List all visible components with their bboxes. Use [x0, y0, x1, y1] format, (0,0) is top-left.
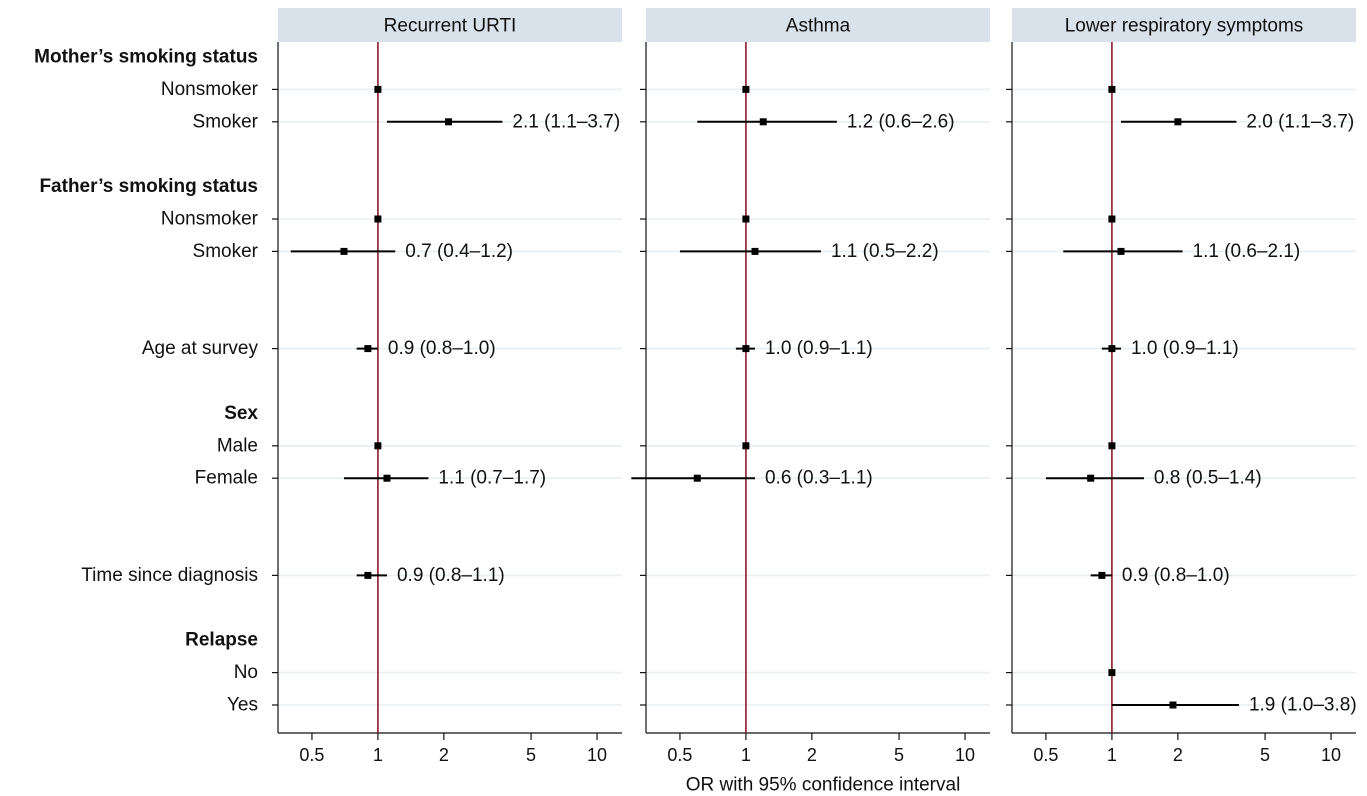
x-tick-label: 5	[894, 745, 904, 765]
x-tick-label: 0.5	[1033, 745, 1058, 765]
row-label: Yes	[227, 695, 258, 716]
point-estimate	[1108, 442, 1116, 450]
estimate-label: 1.1 (0.7–1.7)	[438, 468, 546, 489]
point-estimate	[383, 474, 391, 482]
x-tick-label: 1	[1107, 745, 1117, 765]
row-label: Father’s smoking status	[39, 176, 258, 197]
point-estimate	[374, 85, 382, 93]
row-label: Sex	[224, 403, 258, 424]
point-estimate	[1098, 571, 1106, 579]
panel-1: Recurrent URTI 0.5 1 2 5 10 2.1 (1.1–3.7) 0.7 (…	[272, 8, 622, 765]
point-estimate	[742, 442, 750, 450]
point-estimate	[1169, 701, 1177, 709]
row-label: Relapse	[185, 630, 258, 651]
point-estimate	[374, 442, 382, 450]
estimate-label: 1.0 (0.9–1.1)	[765, 338, 873, 359]
x-tick-label: 2	[439, 745, 449, 765]
point-estimate	[364, 345, 372, 353]
panel-header	[278, 8, 622, 42]
point-estimate	[1174, 118, 1182, 126]
x-tick-label: 1	[373, 745, 383, 765]
row-label: Smoker	[193, 241, 259, 262]
point-estimate	[1108, 215, 1116, 223]
estimate-label: 0.6 (0.3–1.1)	[765, 468, 873, 489]
estimate-label: 0.9 (0.8–1.0)	[1122, 565, 1230, 586]
point-estimate	[364, 571, 372, 579]
x-tick-label: 5	[1260, 745, 1270, 765]
point-estimate	[340, 247, 348, 255]
x-tick-label: 1	[741, 745, 751, 765]
estimate-label: 1.9 (1.0–3.8)	[1249, 695, 1357, 716]
row-label: Nonsmoker	[161, 79, 259, 100]
estimate-label: 0.8 (0.5–1.4)	[1154, 468, 1262, 489]
x-tick-label: 0.5	[299, 745, 324, 765]
estimate-label: 2.1 (1.1–3.7)	[512, 111, 620, 132]
row-label: Nonsmoker	[161, 209, 259, 230]
x-tick-label: 2	[807, 745, 817, 765]
point-estimate	[1087, 474, 1095, 482]
panel-header	[1012, 8, 1356, 42]
row-label: Male	[217, 435, 258, 456]
x-tick-label: 10	[1321, 745, 1341, 765]
panel-title: Asthma	[786, 16, 851, 37]
row-label: Mother’s smoking status	[34, 47, 258, 68]
estimate-label: 1.2 (0.6–2.6)	[847, 111, 955, 132]
estimate-label: 1.0 (0.9–1.1)	[1131, 338, 1239, 359]
point-estimate	[742, 85, 750, 93]
point-estimate	[374, 215, 382, 223]
row-label: Smoker	[193, 111, 259, 132]
panel-header	[646, 8, 990, 42]
row-label: No	[234, 662, 258, 683]
estimate-label: 0.9 (0.8–1.1)	[397, 565, 505, 586]
x-tick-label: 2	[1173, 745, 1183, 765]
x-tick-label: 10	[587, 745, 607, 765]
point-estimate	[445, 118, 453, 126]
panel-title: Lower respiratory symptoms	[1065, 16, 1304, 37]
estimate-label: 2.0 (1.1–3.7)	[1246, 111, 1354, 132]
point-estimate	[1108, 669, 1116, 677]
point-estimate	[751, 247, 759, 255]
panel-title: Recurrent URTI	[384, 16, 517, 37]
row-label: Age at survey	[142, 338, 259, 359]
point-estimate	[693, 474, 701, 482]
point-estimate	[1108, 85, 1116, 93]
x-tick-label: 0.5	[667, 745, 692, 765]
point-estimate	[1117, 247, 1125, 255]
point-estimate	[742, 215, 750, 223]
panel-2: Asthma 0.5 1 2 5 10 1.2 (0.6–2.6) 1.1 (0.5–2.2)…	[631, 8, 990, 765]
point-estimate	[742, 345, 750, 353]
estimate-label: 0.7 (0.4–1.2)	[405, 241, 513, 262]
estimate-label: 0.9 (0.8–1.0)	[388, 338, 496, 359]
row-label: Female	[195, 468, 258, 489]
x-tick-label: 5	[526, 745, 536, 765]
point-estimate	[759, 118, 767, 126]
row-label: Time since diagnosis	[81, 565, 258, 586]
point-estimate	[1108, 345, 1116, 353]
estimate-label: 1.1 (0.5–2.2)	[831, 241, 939, 262]
x-tick-label: 10	[955, 745, 975, 765]
estimate-label: 1.1 (0.6–2.1)	[1193, 241, 1301, 262]
x-axis-title: OR with 95% confidence interval	[686, 775, 961, 796]
panel-3: Lower respiratory symptoms 0.5 1 2 5 10 2.0 (1…	[1006, 8, 1357, 765]
